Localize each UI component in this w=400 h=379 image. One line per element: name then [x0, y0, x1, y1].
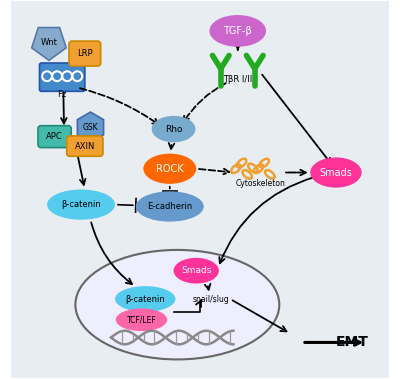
FancyBboxPatch shape — [38, 126, 71, 147]
Text: Wnt: Wnt — [40, 38, 57, 47]
Text: Fz: Fz — [58, 90, 67, 99]
Text: E-cadherin: E-cadherin — [147, 202, 192, 211]
Text: LRP: LRP — [77, 49, 93, 58]
Text: EMT: EMT — [336, 335, 369, 349]
Ellipse shape — [75, 250, 279, 359]
Text: β-catenin: β-catenin — [125, 294, 165, 304]
Text: TβR I/II: TβR I/II — [223, 75, 252, 85]
FancyBboxPatch shape — [40, 63, 85, 91]
Ellipse shape — [143, 153, 196, 184]
Ellipse shape — [136, 191, 204, 222]
Text: APC: APC — [46, 132, 63, 141]
Text: Smads: Smads — [320, 168, 352, 177]
Ellipse shape — [116, 309, 167, 331]
Text: TCF/LEF: TCF/LEF — [126, 315, 156, 324]
FancyBboxPatch shape — [67, 136, 103, 156]
Ellipse shape — [210, 15, 266, 47]
Text: Smads: Smads — [181, 266, 212, 275]
Text: β-catenin: β-catenin — [61, 200, 101, 209]
Ellipse shape — [174, 258, 219, 283]
Text: snail/slug: snail/slug — [193, 294, 230, 304]
Text: AXIN: AXIN — [75, 142, 95, 150]
Text: GSK: GSK — [83, 123, 98, 132]
Ellipse shape — [152, 116, 196, 142]
Text: ROCK: ROCK — [156, 164, 184, 174]
FancyBboxPatch shape — [69, 41, 101, 66]
Text: Cytoskeleton: Cytoskeleton — [236, 179, 285, 188]
Ellipse shape — [115, 286, 176, 312]
Text: TGF-β: TGF-β — [223, 26, 252, 36]
Ellipse shape — [310, 157, 362, 188]
Text: Rho: Rho — [165, 125, 182, 133]
Ellipse shape — [47, 190, 115, 220]
